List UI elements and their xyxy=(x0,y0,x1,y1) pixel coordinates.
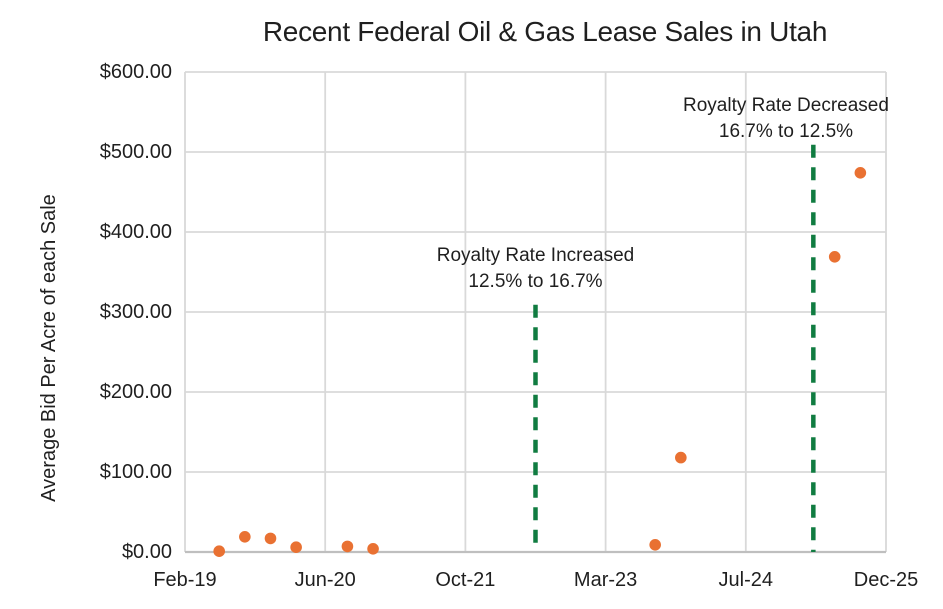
y-tick-label: $100.00 xyxy=(99,461,172,483)
y-tick-label: $500.00 xyxy=(99,141,172,163)
data-point xyxy=(675,451,687,464)
x-tick-label: Jun-20 xyxy=(294,569,356,591)
data-point xyxy=(264,532,277,545)
x-tick-label: Jul-24 xyxy=(718,569,774,591)
data-point xyxy=(649,539,661,551)
annotation-line-2: 16.7% to 12.5% xyxy=(718,120,854,142)
x-tick-label: Oct-21 xyxy=(435,569,496,591)
royalty-rate-annotation: Royalty Rate Decreased 16.7% to 12.5% xyxy=(626,93,943,145)
chart-title: Recent Federal Oil & Gas Lease Sales in … xyxy=(262,16,828,47)
y-tick-label: $600.00 xyxy=(99,61,172,83)
x-tick-label: Mar-23 xyxy=(573,569,638,591)
y-tick-label: $300.00 xyxy=(99,301,172,323)
annotation-line-1: Royalty Rate Increased xyxy=(436,245,635,267)
royalty-rate-annotation: Royalty Rate Increased 12.5% to 16.7% xyxy=(376,243,696,295)
data-point xyxy=(290,541,302,553)
data-point xyxy=(828,250,841,263)
annotation-line-1: Royalty Rate Decreased xyxy=(683,94,889,116)
x-tick-label: Feb-19 xyxy=(153,569,217,591)
annotation-line-2: 12.5% to 16.7% xyxy=(468,271,603,293)
data-point xyxy=(854,167,867,179)
data-point xyxy=(341,540,354,553)
data-point xyxy=(239,531,251,543)
y-tick-label: $200.00 xyxy=(99,381,172,403)
data-point xyxy=(367,543,379,555)
x-tick-label: Dec-25 xyxy=(853,569,919,591)
y-tick-label: $400.00 xyxy=(99,221,172,243)
y-tick-label: $0.00 xyxy=(121,541,172,563)
y-axis-title: Average Bid Per Acre of each Sale xyxy=(38,194,60,502)
data-point xyxy=(213,545,225,557)
